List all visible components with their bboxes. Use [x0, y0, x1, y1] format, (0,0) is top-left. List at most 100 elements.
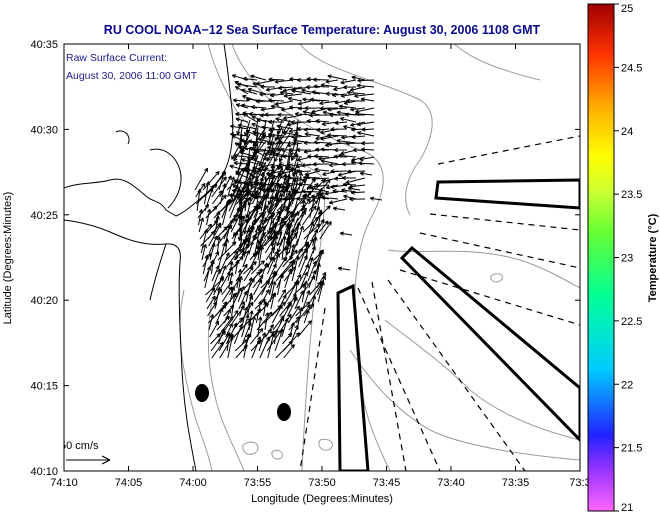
current-vector [225, 243, 244, 261]
current-vector [266, 164, 275, 191]
current-vector [291, 147, 299, 161]
current-vector [269, 198, 282, 219]
x-tick-label: 73:3 [569, 477, 590, 489]
current-vector [242, 250, 250, 268]
current-vector [347, 169, 366, 174]
swath-outlines [299, 135, 580, 471]
current-vector [196, 185, 215, 205]
current-vector [232, 98, 249, 103]
x-tick-label: 73:40 [437, 477, 465, 489]
current-vector [274, 79, 294, 84]
current-vector [231, 305, 245, 324]
current-vector [331, 92, 348, 98]
colorbar-tick-label: 24.5 [621, 62, 642, 74]
current-vector [349, 184, 366, 189]
current-vector [314, 178, 326, 191]
current-vector [233, 147, 243, 162]
current-vector [277, 85, 294, 91]
current-vector [287, 305, 300, 324]
colorbar-tick-label: 25 [621, 3, 633, 15]
current-vector [276, 193, 293, 212]
current-vector [198, 217, 205, 233]
current-vector [251, 190, 259, 205]
x-tick-label: 74:00 [179, 477, 207, 489]
current-vector [246, 211, 264, 233]
current-vector [296, 156, 312, 162]
current-vector [197, 204, 210, 219]
x-tick-label: 73:55 [244, 477, 272, 489]
current-vector [306, 257, 314, 275]
current-vector [310, 206, 320, 226]
current-vector [260, 84, 276, 89]
current-vector [263, 227, 273, 240]
current-vector [327, 107, 348, 112]
current-vector [222, 201, 230, 226]
current-vector [350, 190, 366, 195]
station-marker-west [195, 384, 209, 402]
current-vector [233, 243, 250, 261]
colorbar-label: Temperature (°C) [647, 213, 659, 302]
current-vector [293, 279, 300, 303]
current-vector [341, 175, 357, 181]
current-vector [346, 90, 366, 95]
current-vector [218, 242, 227, 268]
current-vector [279, 90, 294, 96]
current-vector [355, 111, 375, 117]
current-vector [275, 184, 282, 205]
current-vector [205, 287, 216, 303]
current-vector [243, 181, 260, 198]
current-vector [243, 333, 251, 359]
current-vector [304, 105, 321, 111]
current-vector [200, 228, 209, 254]
current-vector [243, 266, 254, 282]
swath-dashed-rays [299, 135, 580, 471]
current-vector [314, 249, 324, 275]
current-vector [334, 100, 348, 105]
current-vector [244, 186, 251, 212]
current-vector [315, 118, 330, 124]
current-vector [359, 171, 373, 176]
current-vector [343, 100, 357, 105]
current-vector [287, 222, 293, 240]
colorbar-tick-label: 22 [621, 379, 633, 391]
current-vector [255, 225, 266, 240]
colorbar [587, 3, 615, 512]
current-vector [315, 262, 321, 282]
current-vector [210, 251, 219, 268]
current-vector [253, 279, 263, 296]
swath-box-east [434, 178, 580, 210]
current-vector [230, 213, 241, 233]
current-vector [241, 314, 250, 338]
current-vector [267, 126, 275, 146]
current-vector [342, 182, 357, 187]
current-vector [357, 78, 375, 83]
current-vector [236, 119, 243, 136]
current-vector [245, 97, 267, 102]
current-vector [251, 260, 265, 275]
current-vector [336, 138, 357, 144]
current-vector [304, 222, 314, 247]
current-vector [361, 127, 375, 132]
current-vector [275, 117, 294, 123]
current-vector [327, 74, 348, 81]
current-vector [288, 228, 295, 254]
colorbar-tick-label: 23 [621, 253, 633, 265]
current-vector [277, 112, 294, 118]
current-vector [199, 223, 212, 240]
current-vector [324, 191, 339, 196]
current-vector [303, 140, 321, 146]
current-vector [229, 195, 240, 219]
current-vector [211, 176, 227, 198]
current-vector [272, 222, 278, 247]
current-vector [237, 82, 258, 88]
current-vector [263, 301, 268, 317]
current-vector [204, 266, 212, 289]
current-vector [213, 275, 224, 296]
current-vector [313, 84, 330, 89]
x-axis-label: Longitude (Degrees:Minutes) [251, 493, 393, 505]
current-vector [328, 198, 348, 205]
current-vector [210, 333, 221, 345]
current-vector [321, 195, 339, 200]
current-vector [304, 132, 321, 137]
current-vector [196, 188, 202, 212]
